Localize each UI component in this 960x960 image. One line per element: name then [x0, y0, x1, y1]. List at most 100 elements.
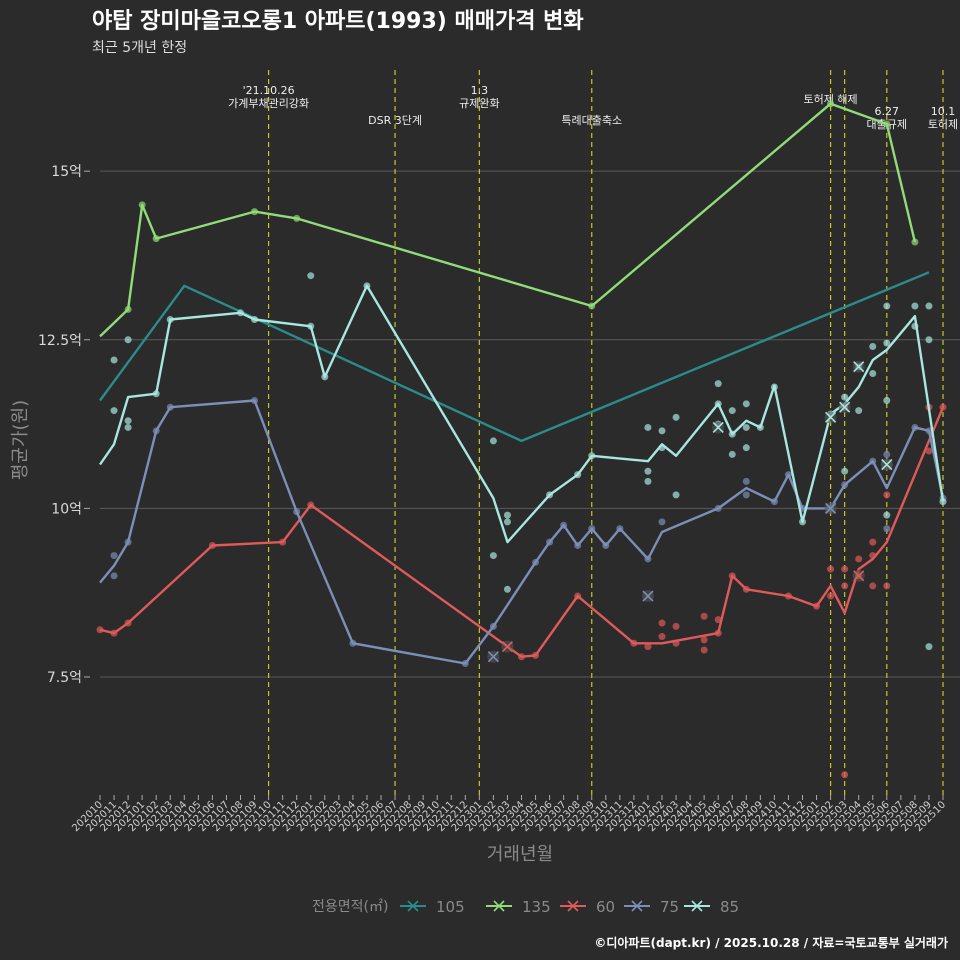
data-point — [869, 369, 877, 377]
data-point — [658, 619, 666, 627]
chart-title: 야탑 장미마을코오롱1 아파트(1993) 매매가격 변화 — [92, 9, 584, 34]
legend-swatch-x — [567, 900, 579, 912]
data-point — [841, 393, 849, 401]
data-point — [742, 444, 750, 452]
data-point — [925, 302, 933, 310]
data-point — [658, 518, 666, 526]
event-label-line: 가계부채관리강화 — [228, 97, 309, 110]
data-point — [728, 407, 736, 415]
legend-label-135: 135 — [522, 898, 551, 916]
data-point — [925, 643, 933, 651]
legend-title: 전용면적(㎡) — [312, 899, 388, 915]
event-label: 특례대출축소 — [561, 114, 622, 127]
series-135 — [99, 100, 919, 338]
x-marker — [839, 401, 851, 413]
data-point — [110, 572, 118, 580]
data-point — [700, 612, 708, 620]
y-axis-title: 평균가(원) — [10, 400, 31, 480]
data-point — [827, 592, 835, 600]
series-85 — [99, 272, 947, 651]
x-marker — [881, 458, 893, 471]
x-marker — [501, 641, 514, 653]
event-label-line: 규제완화 — [459, 97, 499, 110]
legend: 전용면적(㎡) 105 135 60 75 85 — [312, 898, 739, 916]
data-point — [855, 555, 863, 563]
event-label-line: 10.1 — [931, 105, 956, 118]
series-75 — [99, 396, 947, 667]
data-point — [124, 423, 132, 431]
data-point — [110, 552, 118, 560]
data-point — [644, 467, 652, 475]
data-point — [110, 407, 118, 415]
legend-swatch-x — [407, 900, 419, 912]
data-point — [307, 272, 315, 280]
data-point — [503, 585, 511, 593]
data-point — [841, 467, 849, 475]
data-point — [503, 511, 511, 519]
x-marker — [642, 590, 654, 602]
data-point — [742, 400, 750, 408]
event-label: '21.10.26 가계부채관리강화 — [228, 84, 309, 110]
event-label-line: 1.3 — [471, 84, 489, 97]
event-label-line: DSR 3단계 — [368, 114, 422, 127]
data-point — [841, 771, 849, 779]
data-point — [96, 626, 104, 634]
x-axis-title: 거래년월 — [487, 844, 553, 865]
data-point — [489, 437, 497, 445]
legend-label-75: 75 — [660, 898, 679, 916]
data-point — [644, 423, 652, 431]
data-point — [644, 477, 652, 485]
data-point — [925, 447, 933, 455]
event-label-line: 6.27 — [875, 105, 900, 118]
data-point — [742, 477, 750, 485]
data-point — [672, 491, 680, 499]
series-line — [99, 102, 917, 338]
data-point — [728, 450, 736, 458]
chart-caption: ©디아파트(dapt.kr) / 2025.10.28 / 자료=국토교통부 실… — [594, 935, 948, 950]
data-point — [700, 636, 708, 644]
legend-label-105: 105 — [436, 898, 465, 916]
data-point — [841, 582, 849, 590]
data-point — [883, 525, 891, 533]
data-point — [869, 343, 877, 351]
x-marker — [853, 570, 865, 582]
data-point — [658, 633, 666, 641]
legend-label-85: 85 — [720, 898, 739, 916]
data-point — [658, 427, 666, 435]
event-label: 토허제 해제 — [804, 92, 858, 106]
data-point — [742, 423, 750, 431]
data-point — [672, 413, 680, 421]
x-marker — [825, 502, 837, 514]
data-point — [644, 643, 652, 651]
data-point — [827, 565, 835, 573]
data-point — [883, 491, 891, 499]
data-point — [939, 498, 947, 506]
data-point — [855, 407, 863, 415]
series-line — [99, 399, 945, 665]
data-point — [503, 518, 511, 526]
series-line — [99, 271, 930, 443]
y-tick-label: 7.5억 — [47, 670, 82, 686]
data-point — [700, 646, 708, 654]
event-label-line: '21.10.26 — [243, 84, 295, 97]
y-tick-label: 10억 — [51, 501, 82, 517]
series-105 — [99, 271, 930, 443]
x-marker — [712, 421, 724, 434]
data-point — [883, 302, 891, 310]
data-point — [841, 565, 849, 573]
data-point — [883, 396, 891, 404]
legend-swatch-x — [691, 900, 703, 912]
x-marker — [825, 411, 837, 423]
data-point — [883, 582, 891, 590]
data-point — [869, 538, 877, 546]
y-axis: 7.5억 10억 12.5억 15억 — [38, 164, 90, 686]
data-point — [110, 356, 118, 364]
data-point — [883, 339, 891, 347]
data-point — [911, 302, 919, 310]
event-label-line: 특례대출축소 — [561, 114, 622, 127]
series-line — [99, 406, 945, 658]
data-point — [714, 380, 722, 388]
series-60 — [96, 403, 947, 779]
data-point — [672, 622, 680, 630]
